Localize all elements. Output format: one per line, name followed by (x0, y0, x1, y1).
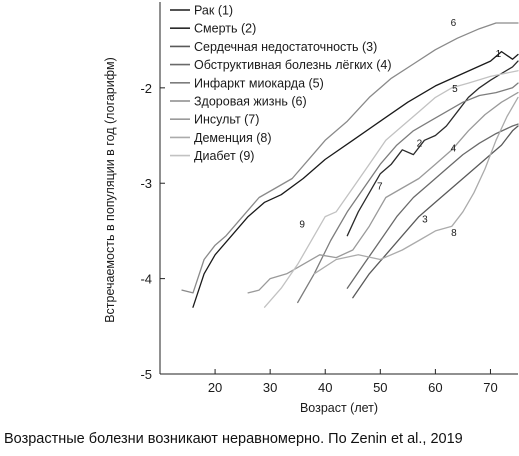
series-line-7 (247, 91, 519, 294)
series-line-6 (181, 22, 519, 294)
x-axis-title: Возраст (лет) (300, 401, 378, 415)
x-tick-label: 20 (208, 380, 222, 395)
series-line-8 (313, 96, 519, 275)
legend-label-7: Инсульт (7) (194, 113, 259, 127)
y-axis-title: Встречаемость в популяции в год (логариф… (103, 57, 117, 323)
legend-label-2: Смерть (2) (194, 22, 256, 36)
series-annotation-6: 6 (451, 18, 457, 29)
series-line-2 (346, 60, 519, 237)
series-annotation-4: 4 (451, 143, 457, 154)
series-line-4 (346, 123, 519, 289)
series-annotation-8: 8 (451, 228, 457, 239)
axes: -5 -4 -3 -2 20 30 40 50 60 70 Возраст (лет) Встреча… (103, 2, 518, 415)
series-annotation-3: 3 (422, 215, 428, 226)
figure-caption: Возрастные болезни возникают неравномерн… (4, 431, 463, 447)
legend-label-6: Здоровая жизнь (6) (194, 95, 307, 109)
series-layer: 1 2 3 4 5 6 7 8 9 (181, 18, 519, 308)
legend-label-8: Деменция (8) (194, 131, 272, 145)
legend-label-5: Инфаркт миокарда (5) (194, 76, 324, 90)
legend-label-3: Сердечная недостаточность (3) (194, 40, 377, 54)
x-tick-label: 70 (483, 380, 497, 395)
y-tick-label: -5 (140, 367, 152, 382)
x-tick-label: 60 (428, 380, 442, 395)
series-annotation-7: 7 (377, 182, 383, 193)
series-annotation-5: 5 (452, 84, 458, 95)
x-tick-label: 40 (318, 380, 332, 395)
legend-label-1: Рак (1) (194, 4, 233, 18)
series-annotation-1: 1 (496, 49, 502, 60)
series-annotation-2: 2 (417, 139, 423, 150)
series-line-9 (263, 70, 519, 308)
legend: Рак (1) Смерть (2) Сердечная недостаточнос… (170, 4, 392, 163)
y-tick-label: -2 (140, 81, 152, 96)
y-tick-label: -3 (140, 176, 152, 191)
series-annotation-9: 9 (299, 220, 305, 231)
x-tick-label: 30 (263, 380, 277, 395)
series-line-5 (297, 82, 519, 304)
x-tick-label: 50 (373, 380, 387, 395)
legend-label-4: Обструктивная болезнь лёгких (4) (194, 58, 392, 72)
y-tick-label: -4 (140, 272, 152, 287)
series-line-1 (192, 50, 519, 308)
legend-label-9: Диабет (9) (194, 149, 254, 163)
